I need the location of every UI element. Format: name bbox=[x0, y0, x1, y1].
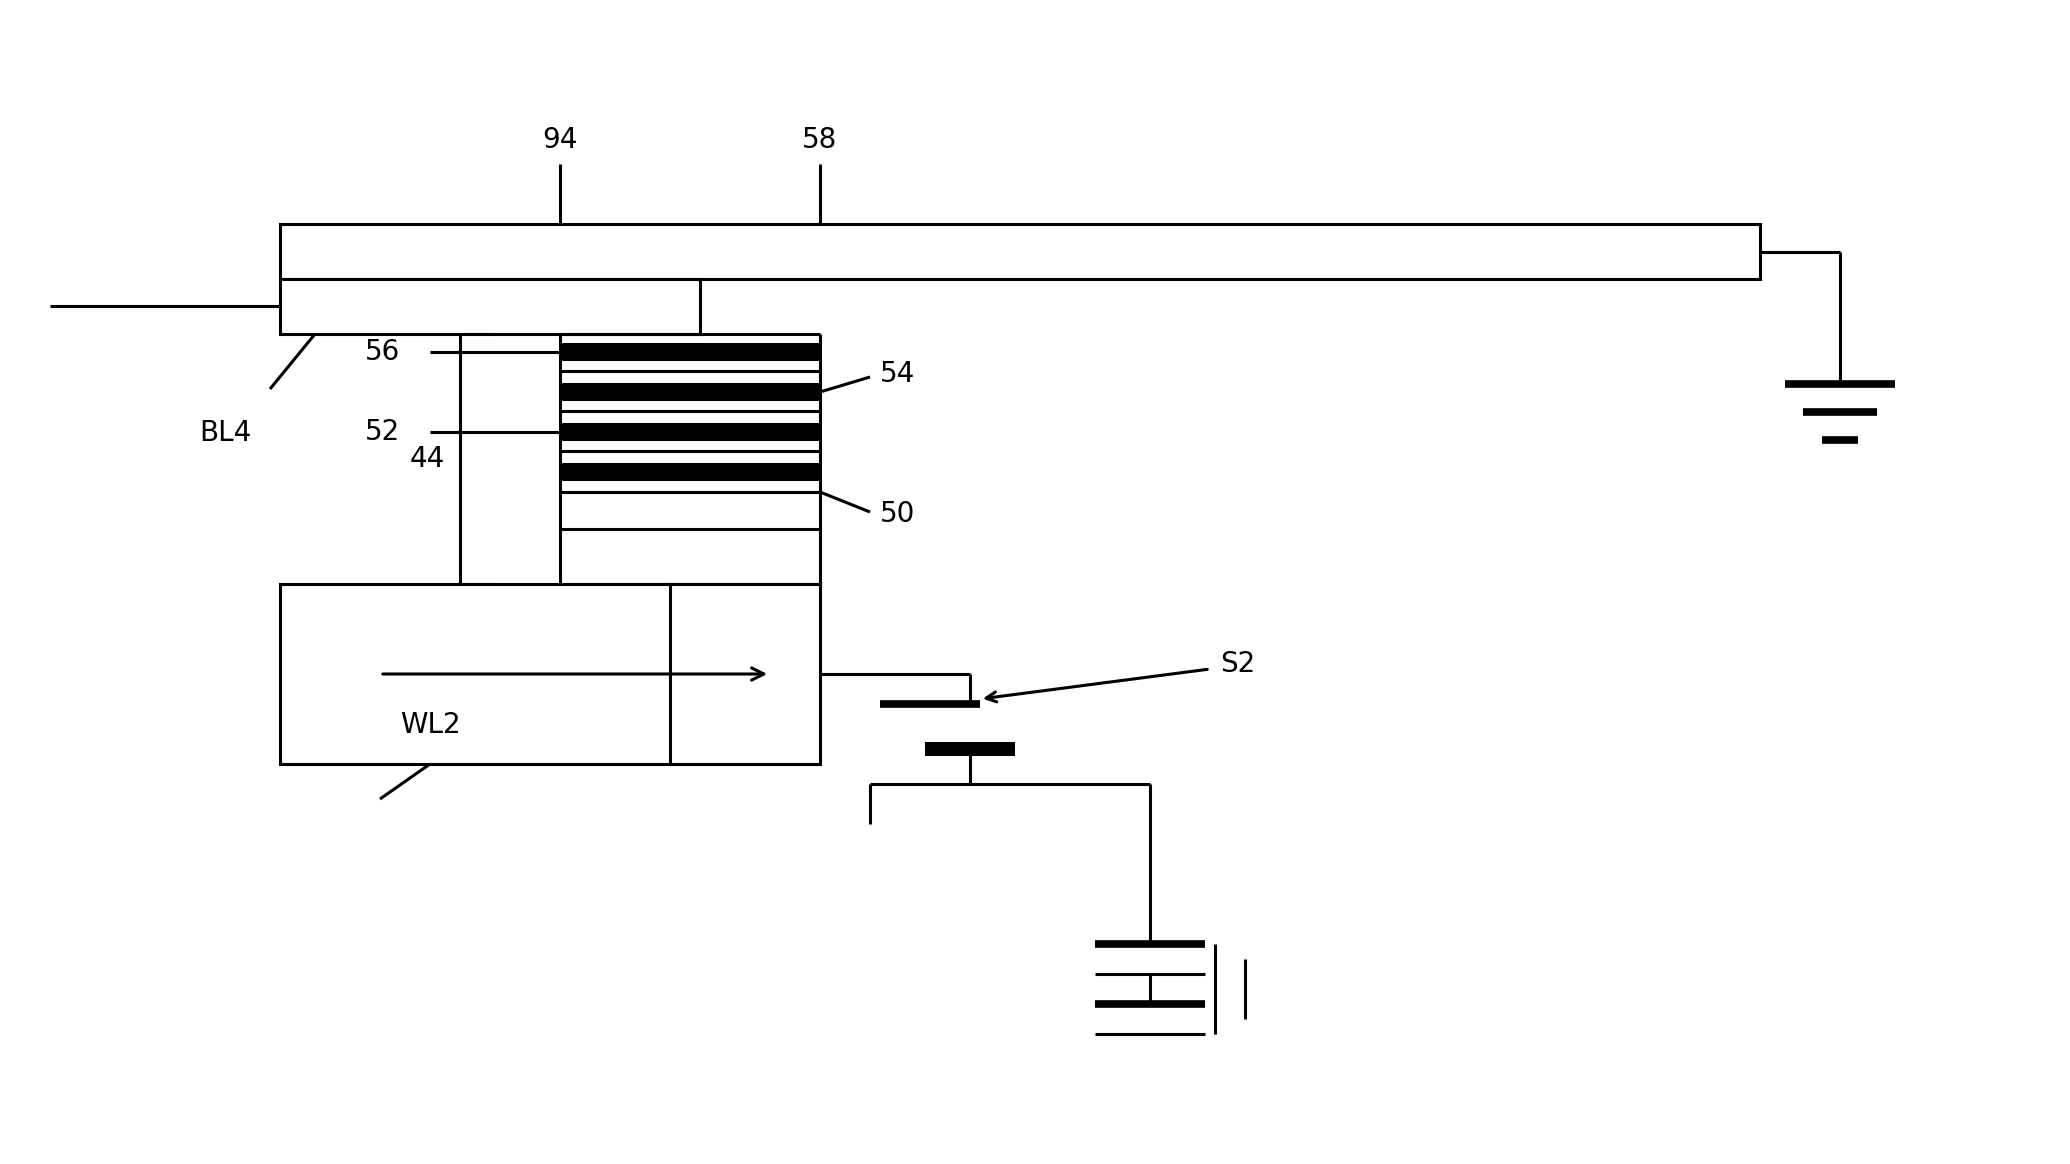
Text: 94: 94 bbox=[542, 126, 578, 154]
Bar bbox=[925, 741, 1014, 755]
Bar bbox=[561, 423, 820, 441]
Text: 44: 44 bbox=[410, 445, 445, 473]
Bar bbox=[671, 584, 820, 764]
Bar bbox=[279, 279, 700, 334]
Text: WL2: WL2 bbox=[400, 711, 462, 739]
Bar bbox=[561, 343, 820, 361]
Text: S2: S2 bbox=[1219, 650, 1254, 677]
Bar bbox=[561, 463, 820, 481]
Bar bbox=[279, 223, 1760, 279]
Bar bbox=[561, 383, 820, 402]
Text: 54: 54 bbox=[880, 360, 915, 388]
Text: BL4: BL4 bbox=[199, 419, 250, 447]
Text: 52: 52 bbox=[364, 418, 400, 446]
Bar bbox=[279, 584, 820, 764]
Text: 50: 50 bbox=[880, 501, 915, 528]
Text: 56: 56 bbox=[364, 338, 400, 365]
Text: 58: 58 bbox=[803, 126, 838, 154]
